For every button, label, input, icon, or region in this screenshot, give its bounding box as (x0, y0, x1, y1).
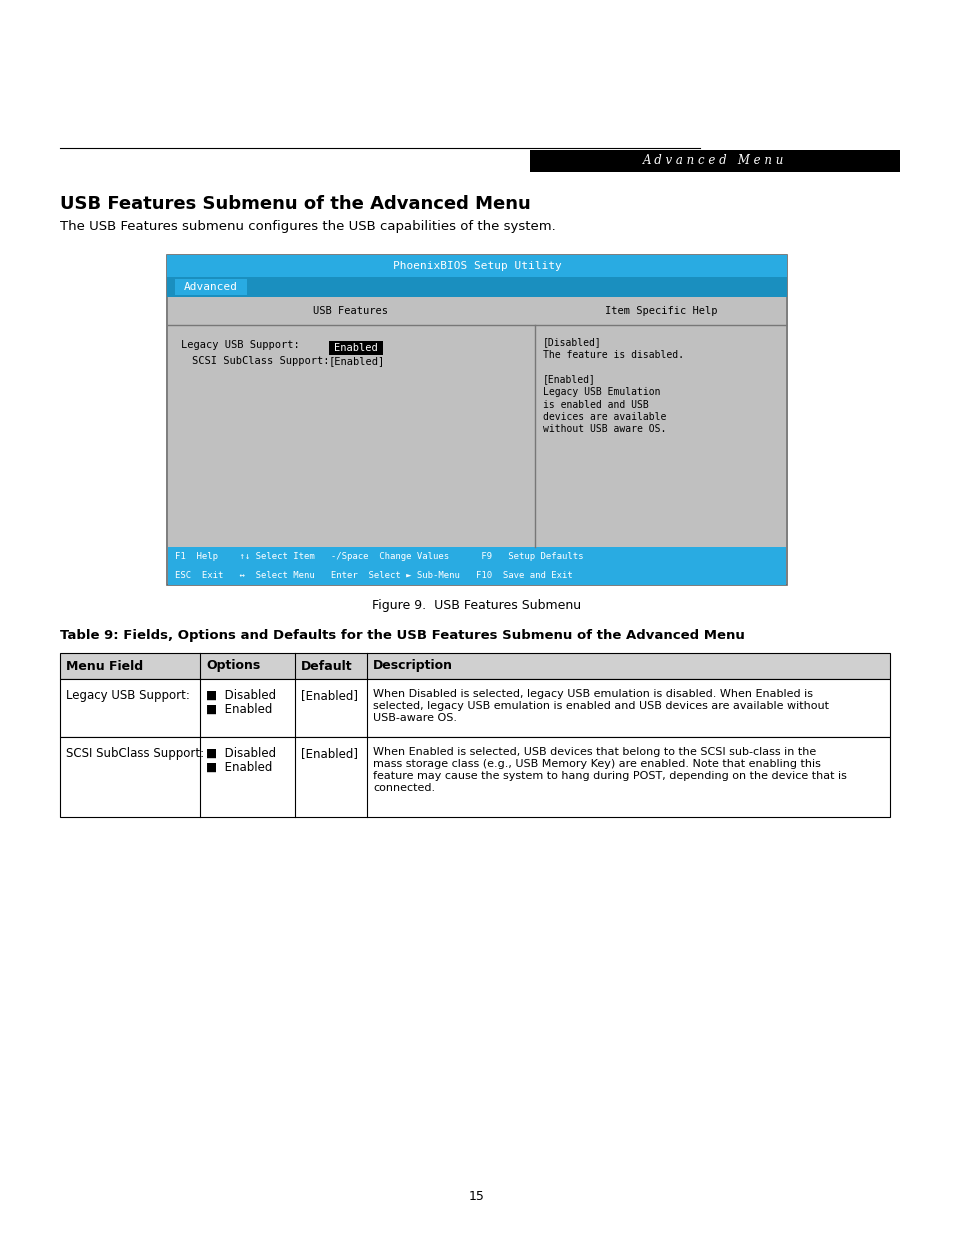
Text: SCSI SubClass Support:: SCSI SubClass Support: (66, 747, 204, 760)
Text: Legacy USB Support:: Legacy USB Support: (66, 689, 190, 701)
Text: The USB Features submenu configures the USB capabilities of the system.: The USB Features submenu configures the … (60, 220, 556, 233)
Text: When Disabled is selected, legacy USB emulation is disabled. When Enabled is: When Disabled is selected, legacy USB em… (373, 689, 812, 699)
Text: ESC  Exit   ↔  Select Menu   Enter  Select ► Sub-Menu   F10  Save and Exit: ESC Exit ↔ Select Menu Enter Select ► Su… (174, 571, 572, 580)
Text: connected.: connected. (373, 783, 435, 793)
Text: 15: 15 (469, 1191, 484, 1203)
Bar (60, 679, 889, 737)
Text: Options: Options (206, 659, 260, 673)
Bar (167, 277, 786, 296)
Text: ■  Enabled: ■ Enabled (206, 703, 273, 716)
Text: feature may cause the system to hang during POST, depending on the device that i: feature may cause the system to hang dur… (373, 771, 846, 781)
Bar (60, 653, 889, 679)
Text: A d v a n c e d   M e n u: A d v a n c e d M e n u (642, 154, 784, 168)
Bar (168, 547, 785, 566)
Bar (168, 566, 785, 585)
Text: [Enabled]: [Enabled] (301, 689, 357, 701)
Text: Legacy USB Support:: Legacy USB Support: (181, 340, 299, 350)
Bar (168, 296, 785, 547)
Text: Description: Description (373, 659, 453, 673)
Bar (60, 737, 889, 818)
Text: selected, legacy USB emulation is enabled and USB devices are available without: selected, legacy USB emulation is enable… (373, 701, 828, 711)
Text: Item Specific Help: Item Specific Help (604, 306, 717, 316)
Text: [Disabled]: [Disabled] (542, 337, 601, 347)
Text: Menu Field: Menu Field (66, 659, 143, 673)
Text: USB Features Submenu of the Advanced Menu: USB Features Submenu of the Advanced Men… (60, 195, 530, 212)
Text: The feature is disabled.: The feature is disabled. (542, 350, 683, 359)
Text: When Enabled is selected, USB devices that belong to the SCSI sub-class in the: When Enabled is selected, USB devices th… (373, 747, 816, 757)
Text: ■  Disabled: ■ Disabled (206, 747, 275, 760)
Text: [Enabled]: [Enabled] (542, 374, 596, 384)
Text: Enabled: Enabled (334, 343, 377, 353)
Text: USB-aware OS.: USB-aware OS. (373, 713, 456, 722)
Text: [Enabled]: [Enabled] (329, 356, 385, 366)
Text: F1  Help    ↑↓ Select Item   -/Space  Change Values      F9   Setup Defaults: F1 Help ↑↓ Select Item -/Space Change Va… (174, 552, 583, 561)
Text: Table 9: Fields, Options and Defaults for the USB Features Submenu of the Advanc: Table 9: Fields, Options and Defaults fo… (60, 629, 744, 642)
Text: USB Features: USB Features (314, 306, 388, 316)
Text: devices are available: devices are available (542, 412, 666, 422)
Bar (329, 341, 382, 354)
Bar (174, 279, 247, 295)
Bar (167, 254, 786, 585)
Bar (167, 254, 786, 277)
Text: Advanced: Advanced (184, 282, 237, 291)
Text: PhoenixBIOS Setup Utility: PhoenixBIOS Setup Utility (393, 261, 560, 270)
Text: mass storage class (e.g., USB Memory Key) are enabled. Note that enabling this: mass storage class (e.g., USB Memory Key… (373, 760, 820, 769)
Text: without USB aware OS.: without USB aware OS. (542, 425, 666, 435)
Text: ■  Disabled: ■ Disabled (206, 689, 275, 701)
Text: ■  Enabled: ■ Enabled (206, 761, 273, 774)
Bar (530, 149, 899, 172)
Text: [Enabled]: [Enabled] (301, 747, 357, 760)
Text: is enabled and USB: is enabled and USB (542, 399, 648, 410)
Text: SCSI SubClass Support:: SCSI SubClass Support: (192, 356, 329, 366)
Text: Figure 9.  USB Features Submenu: Figure 9. USB Features Submenu (372, 599, 581, 613)
Text: Default: Default (301, 659, 353, 673)
Text: Legacy USB Emulation: Legacy USB Emulation (542, 387, 659, 396)
